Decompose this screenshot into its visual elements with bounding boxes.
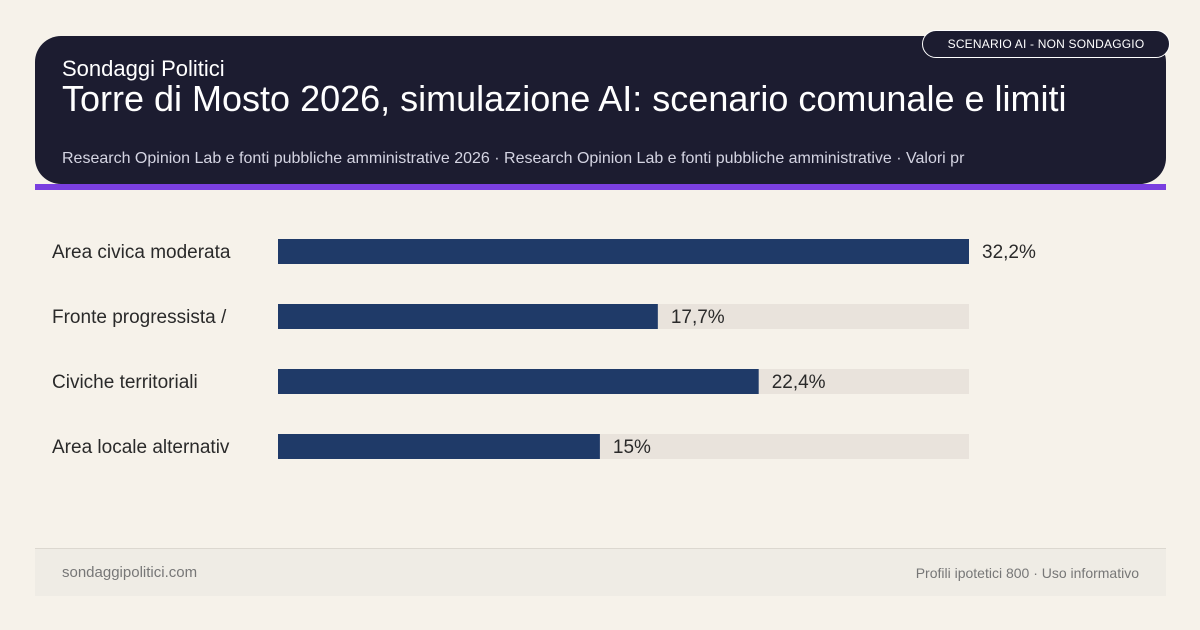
footer-site[interactable]: sondaggipolitici.com <box>62 564 198 581</box>
value-label: 15% <box>613 437 651 458</box>
category-label: Fronte progressista / <box>52 307 227 328</box>
value-label: 32,2% <box>982 242 1036 263</box>
value-label: 17,7% <box>671 307 725 328</box>
value-label: 22,4% <box>772 372 826 393</box>
bar <box>278 369 759 394</box>
category-label: Area locale alternativ <box>52 437 230 458</box>
header-panel <box>35 36 1166 184</box>
footer-note: Profili ipotetici 800 · Uso informativo <box>915 564 1139 581</box>
bar <box>278 239 969 264</box>
page-title: Torre di Mosto 2026, simulazione AI: sce… <box>62 78 1067 119</box>
page-subtitle: Research Opinion Lab e fonti pubbliche a… <box>62 150 965 167</box>
accent-bar <box>35 184 1166 190</box>
category-label: Civiche territoriali <box>52 372 198 393</box>
brand-name: Sondaggi Politici <box>62 56 225 81</box>
scenario-badge: SCENARIO AI - NON SONDAGGIO <box>922 30 1170 58</box>
footer: sondaggipolitici.com Profili ipotetici 8… <box>35 548 1166 596</box>
category-label: Area civica moderata <box>52 242 231 263</box>
bar <box>278 304 658 329</box>
bar <box>278 434 600 459</box>
